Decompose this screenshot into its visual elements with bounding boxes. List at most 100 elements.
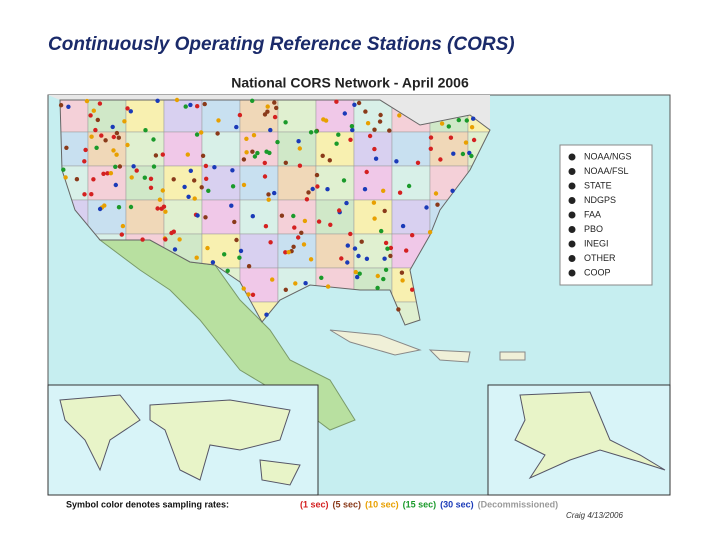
station [381,188,386,193]
station [264,312,269,317]
station [350,127,355,133]
station [117,164,123,169]
station [467,150,472,156]
state [201,233,241,269]
station [188,168,193,173]
station [129,175,134,180]
station [439,121,445,126]
station [251,133,257,138]
station [410,233,415,238]
station [397,190,403,195]
footer-label: Symbol color denotes sampling rates: [66,499,229,509]
map: NOAA/NGS NOAA/FSL STATE NDGPS FAA PBO INEGI OTH… [47,94,671,496]
station [169,230,174,236]
legend-label: FAA [584,209,601,219]
station [234,124,239,130]
station [91,108,97,113]
station [272,100,277,105]
rate-label: (10 sec) [365,499,399,509]
legend-symbol [568,153,576,161]
station [160,188,165,193]
station [252,154,258,159]
map-title: National CORS Network - April 2006 [231,75,469,91]
state [353,100,393,133]
station [111,134,117,140]
station [185,152,190,157]
station [262,160,267,166]
state [239,100,279,133]
station [315,184,320,189]
station [428,146,433,151]
station [291,213,296,219]
station [114,152,119,157]
station [471,137,477,143]
station [460,151,466,157]
station [263,224,269,229]
station [265,104,270,109]
station [216,118,221,123]
station [283,287,288,292]
station [451,151,456,156]
state [60,100,89,133]
station [194,132,200,137]
station [215,131,220,136]
station [456,117,461,123]
station [349,124,355,129]
slide-title: Continuously Operating Reference Station… [48,34,515,55]
station [328,222,333,227]
station [388,253,393,259]
station [342,111,347,116]
rate-label: (15 sec) [403,499,437,509]
state [201,100,241,133]
station [174,97,180,103]
station [212,165,217,170]
station [375,273,380,279]
legend-symbol [568,240,576,248]
station [297,146,302,151]
state [277,199,317,235]
station [275,139,280,145]
state [353,233,393,269]
station [319,275,324,280]
station [66,104,71,110]
station [151,137,156,142]
legend-label: PBO [584,224,603,234]
station [450,188,455,193]
station [314,129,319,134]
station [237,112,243,118]
station [397,113,402,118]
station [113,164,118,169]
legend: NOAA/NGS NOAA/FSL STATE NDGPS FAA PBO INEGI OTH… [568,151,632,277]
rate-label: (30 sec) [440,499,474,509]
station [433,191,439,196]
station [230,168,235,173]
station [120,223,126,229]
station [363,109,368,114]
state [315,131,355,167]
station [377,119,383,124]
station [337,208,342,213]
station [142,175,147,180]
station [99,133,104,138]
station [348,137,353,142]
station [357,271,362,276]
station [89,134,94,139]
station [159,206,164,211]
station [244,150,249,155]
legend-label: NDGPS [584,195,616,205]
station [399,270,405,275]
station [210,260,216,265]
station [128,204,134,210]
station [153,153,159,158]
station [64,145,69,150]
station [385,246,390,251]
station [274,105,279,111]
station [372,146,377,152]
station [195,213,200,218]
legend-symbol [568,182,576,190]
station [308,130,314,135]
station [325,187,330,192]
station [119,232,125,237]
station [93,127,98,133]
station [435,202,440,207]
